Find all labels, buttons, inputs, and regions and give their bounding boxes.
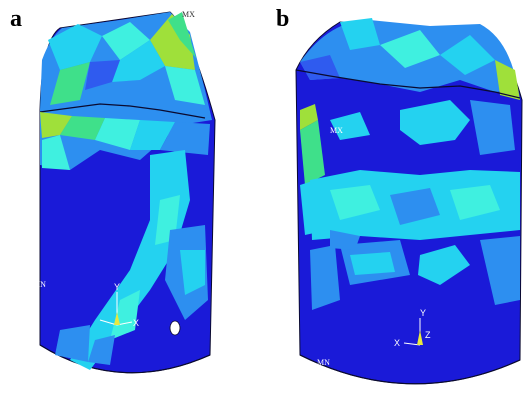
deformed-cylinder-b: MX MN Y X Z xyxy=(295,18,523,385)
max-label-b: MX xyxy=(330,126,343,135)
min-label-b: MN xyxy=(317,358,330,367)
panel-b-label: b xyxy=(276,6,290,32)
axis-triad-a: Y X xyxy=(99,282,139,328)
axis-triad-b: Y X Z xyxy=(394,308,431,348)
min-label-a: MN xyxy=(33,280,46,289)
axis-y-label-b: Y xyxy=(420,308,426,318)
axis-y-label-a: Y xyxy=(114,282,120,292)
panel-a-label: a xyxy=(10,6,22,32)
max-label-a: MX xyxy=(182,10,195,19)
axis-z-label-b: Z xyxy=(425,330,431,340)
axis-x-label-a: X xyxy=(133,318,139,328)
deformed-cylinder-a: MX MN Y X xyxy=(33,10,216,374)
axis-x-label-b: X xyxy=(394,338,400,348)
